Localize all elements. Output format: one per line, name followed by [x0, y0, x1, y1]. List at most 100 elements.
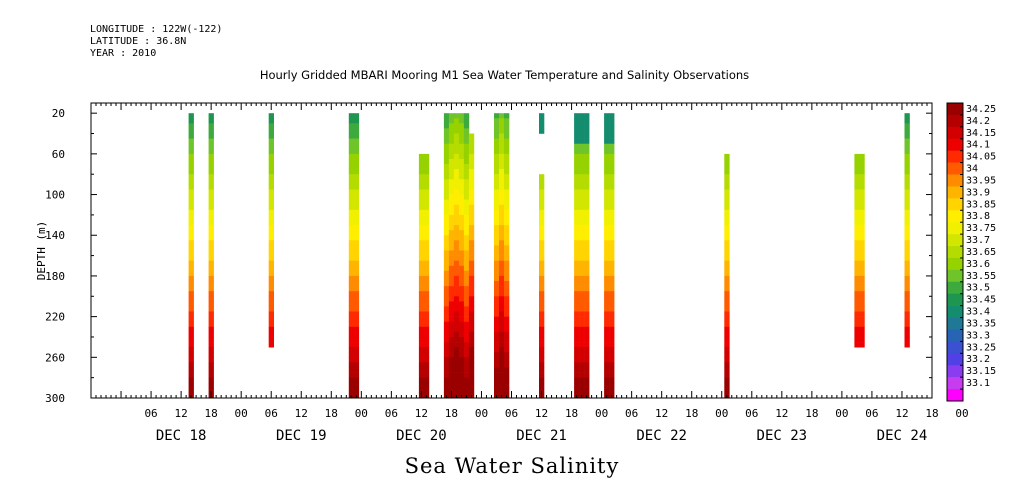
- salinity-cell: [463, 123, 470, 129]
- salinity-cell: [443, 362, 450, 368]
- salinity-cell: [423, 204, 430, 211]
- salinity-cell: [443, 184, 450, 190]
- salinity-cell: [188, 169, 194, 175]
- salinity-cell: [208, 235, 214, 241]
- salinity-cell: [859, 199, 865, 205]
- plot-frame: [90, 102, 933, 399]
- salinity-cell: [579, 321, 585, 328]
- salinity-cell: [499, 250, 505, 256]
- salinity-cell: [574, 123, 580, 129]
- salinity-cell: [539, 265, 545, 272]
- salinity-cell: [609, 331, 615, 338]
- salinity-cell: [188, 316, 194, 322]
- salinity-cell: [604, 347, 610, 353]
- salinity-cell: [443, 331, 450, 338]
- salinity-cell: [348, 245, 355, 251]
- salinity-cell: [453, 153, 460, 160]
- salinity-cell: [463, 387, 470, 394]
- salinity-cell: [418, 372, 425, 378]
- salinity-cell: [468, 204, 475, 211]
- salinity-profile: [724, 153, 730, 399]
- salinity-cell: [348, 316, 355, 322]
- salinity-cell: [443, 179, 450, 185]
- salinity-cell: [724, 342, 730, 348]
- salinity-cell: [584, 270, 590, 277]
- salinity-cell: [579, 260, 585, 267]
- salinity-cell: [443, 128, 450, 134]
- salinity-cell: [423, 286, 430, 292]
- salinity-cell: [574, 296, 580, 302]
- salinity-cell: [468, 148, 475, 155]
- salinity-cell: [353, 158, 360, 165]
- salinity-cell: [724, 235, 730, 241]
- salinity-cell: [539, 387, 545, 394]
- salinity-cell: [468, 326, 475, 333]
- salinity-cell: [208, 377, 214, 384]
- salinity-cell: [423, 158, 430, 165]
- salinity-cell: [353, 382, 360, 389]
- salinity-cell: [499, 240, 505, 246]
- colorbar-swatch: [947, 198, 963, 211]
- salinity-cell: [499, 362, 505, 368]
- salinity-cell: [504, 123, 510, 129]
- salinity-cell: [859, 306, 865, 312]
- x-hour-label: 00: [595, 407, 608, 420]
- salinity-cell: [453, 382, 460, 389]
- salinity-cell: [418, 382, 425, 389]
- salinity-cell: [579, 387, 585, 394]
- salinity-cell: [353, 184, 360, 190]
- salinity-cell: [468, 194, 475, 200]
- salinity-cell: [463, 326, 470, 333]
- salinity-cell: [348, 372, 355, 378]
- x-hour-label: 06: [144, 407, 157, 420]
- salinity-cell: [188, 367, 194, 373]
- salinity-cell: [458, 260, 465, 267]
- salinity-cell: [458, 179, 465, 185]
- salinity-cell: [463, 281, 470, 287]
- salinity-cell: [584, 281, 590, 287]
- salinity-cell: [453, 362, 460, 368]
- salinity-cell: [458, 301, 465, 307]
- salinity-cell: [458, 286, 465, 292]
- salinity-cell: [418, 189, 425, 195]
- salinity-cell: [859, 245, 865, 251]
- salinity-cell: [579, 179, 585, 185]
- salinity-cell: [584, 214, 590, 221]
- salinity-cell: [448, 214, 455, 221]
- salinity-cell: [584, 265, 590, 272]
- salinity-cell: [904, 113, 910, 119]
- salinity-cell: [348, 321, 355, 328]
- salinity-cell: [468, 362, 475, 368]
- salinity-cell: [458, 220, 465, 226]
- salinity-cell: [448, 286, 455, 292]
- salinity-cell: [458, 372, 465, 378]
- salinity-cell: [268, 179, 274, 185]
- salinity-cell: [494, 143, 500, 150]
- salinity-cell: [854, 342, 860, 348]
- salinity-cell: [574, 225, 580, 231]
- salinity-cell: [208, 286, 214, 292]
- colorbar-label: 33.5: [966, 283, 990, 294]
- salinity-cell: [609, 275, 615, 282]
- salinity-cell: [604, 214, 610, 221]
- salinity-cell: [188, 123, 194, 129]
- salinity-cell: [188, 357, 194, 363]
- salinity-cell: [579, 250, 585, 256]
- salinity-cell: [504, 357, 510, 363]
- salinity-cell: [468, 275, 475, 282]
- salinity-cell: [724, 382, 730, 389]
- salinity-cell: [348, 331, 355, 338]
- salinity-cell: [859, 316, 865, 322]
- salinity-cell: [443, 240, 450, 246]
- salinity-cell: [268, 148, 274, 155]
- salinity-cell: [609, 281, 615, 287]
- salinity-cell: [499, 133, 505, 139]
- salinity-cell: [463, 240, 470, 246]
- salinity-cell: [854, 311, 860, 317]
- salinity-cell: [348, 260, 355, 267]
- salinity-cell: [579, 357, 585, 363]
- salinity-cell: [574, 158, 580, 165]
- salinity-cell: [499, 382, 505, 389]
- salinity-cell: [463, 235, 470, 241]
- salinity-cell: [418, 362, 425, 368]
